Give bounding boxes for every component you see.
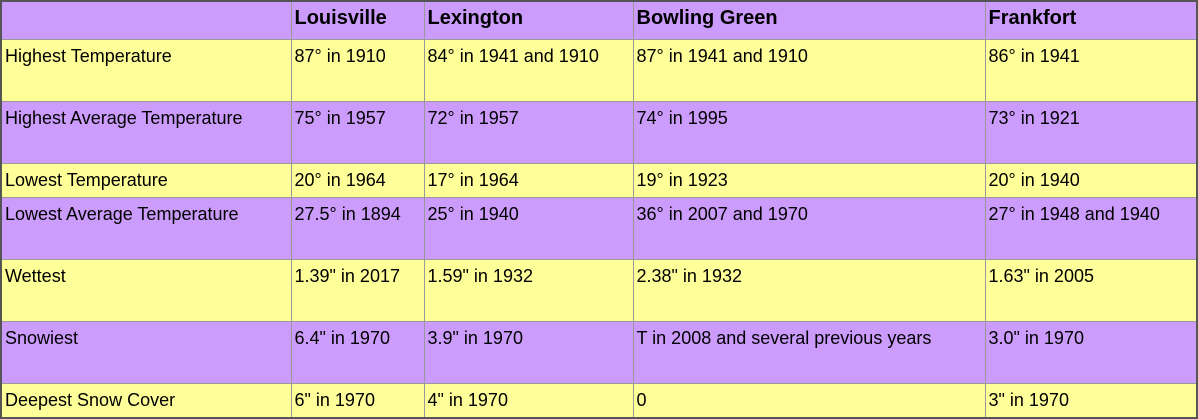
cell: 72° in 1957 — [423, 101, 634, 164]
cell: T in 2008 and several previous years — [632, 321, 986, 384]
cell: 20° in 1940 — [984, 163, 1198, 198]
cell: 25° in 1940 — [423, 197, 634, 260]
header-row: Louisville Lexington Bowling Green Frankfor… — [0, 0, 1198, 40]
column-header: Bowling Green — [632, 0, 986, 40]
table-row: Lowest Average Temperature 27.5° in 1894 2… — [0, 197, 1198, 260]
cell: 3.9" in 1970 — [423, 321, 634, 384]
row-label: Lowest Temperature — [0, 163, 292, 198]
cell: 27° in 1948 and 1940 — [984, 197, 1198, 260]
cell: 1.63" in 2005 — [984, 259, 1198, 322]
cell: 4" in 1970 — [423, 383, 634, 419]
row-label: Wettest — [0, 259, 292, 322]
cell: 87° in 1910 — [290, 39, 425, 102]
row-label: Lowest Average Temperature — [0, 197, 292, 260]
cell: 0 — [632, 383, 986, 419]
column-header: Frankfort — [984, 0, 1198, 40]
cell: 2.38" in 1932 — [632, 259, 986, 322]
cell: 20° in 1964 — [290, 163, 425, 198]
row-label: Highest Average Temperature — [0, 101, 292, 164]
cell: 75° in 1957 — [290, 101, 425, 164]
table-row: Deepest Snow Cover 6" in 1970 4" in 1970 0 3… — [0, 383, 1198, 419]
column-header: Louisville — [290, 0, 425, 40]
column-header: Lexington — [423, 0, 634, 40]
cell: 6" in 1970 — [290, 383, 425, 419]
cell: 3" in 1970 — [984, 383, 1198, 419]
cell: 3.0" in 1970 — [984, 321, 1198, 384]
row-label: Snowiest — [0, 321, 292, 384]
cell: 86° in 1941 — [984, 39, 1198, 102]
cell: 19° in 1923 — [632, 163, 986, 198]
table-row: Wettest 1.39" in 2017 1.59" in 1932 2.38" i… — [0, 259, 1198, 322]
table-row: Snowiest 6.4" in 1970 3.9" in 1970 T in 200… — [0, 321, 1198, 384]
table-body: Highest Temperature 87° in 1910 84° in 194… — [0, 39, 1198, 419]
row-label: Highest Temperature — [0, 39, 292, 102]
cell: 27.5° in 1894 — [290, 197, 425, 260]
cell: 36° in 2007 and 1970 — [632, 197, 986, 260]
table-row: Highest Average Temperature 75° in 1957 72… — [0, 101, 1198, 164]
cell: 17° in 1964 — [423, 163, 634, 198]
cell: 1.39" in 2017 — [290, 259, 425, 322]
cell: 1.59" in 1932 — [423, 259, 634, 322]
row-label: Deepest Snow Cover — [0, 383, 292, 419]
corner-cell — [0, 0, 292, 40]
cell: 73° in 1921 — [984, 101, 1198, 164]
table-row: Lowest Temperature 20° in 1964 17° in 1964… — [0, 163, 1198, 198]
cell: 84° in 1941 and 1910 — [423, 39, 634, 102]
table-row: Highest Temperature 87° in 1910 84° in 194… — [0, 39, 1198, 102]
cell: 87° in 1941 and 1910 — [632, 39, 986, 102]
cell: 6.4" in 1970 — [290, 321, 425, 384]
cell: 74° in 1995 — [632, 101, 986, 164]
